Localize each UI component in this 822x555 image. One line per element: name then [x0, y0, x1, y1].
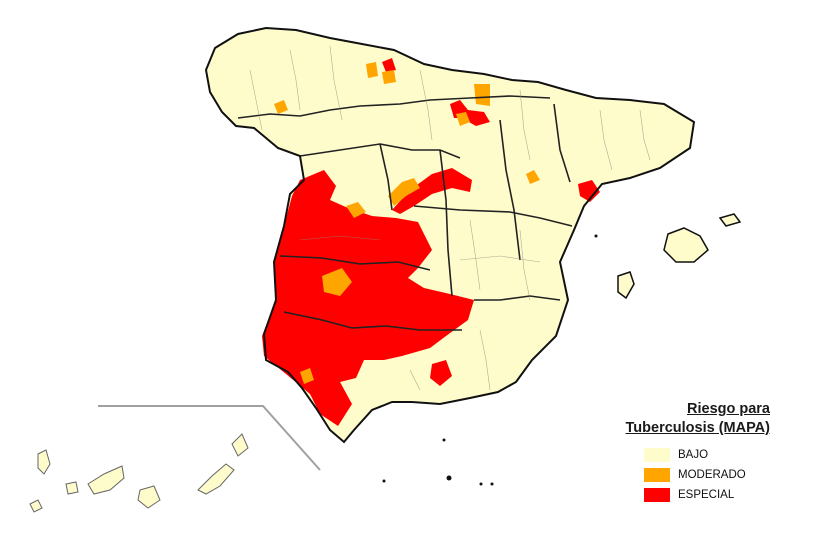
moderate-risk-extremadura: [322, 268, 352, 296]
moderate-risk-asturias: [366, 62, 378, 78]
legend-item-especial: ESPECIAL: [644, 485, 782, 505]
legend-item-moderado: MODERADO: [644, 465, 782, 485]
district-borders: [249, 45, 651, 391]
legend-item-bajo: BAJO: [644, 445, 782, 465]
island-tenerife: [87, 465, 125, 495]
mallorca: [664, 228, 708, 262]
legend-swatch-moderado: [644, 468, 670, 482]
legend-label-especial: ESPECIAL: [678, 489, 735, 501]
special-risk-navarra: [450, 100, 490, 126]
moderate-risk-aragon: [526, 170, 540, 184]
region-borders: [237, 95, 573, 331]
legend-title: Riesgo para Tuberculosis (MAPA): [612, 400, 782, 438]
island-outlines: [617, 213, 742, 300]
special-risk-southwest: [262, 170, 474, 426]
moderate-risk-castilla: [388, 178, 420, 206]
island-la-palma: [37, 449, 51, 475]
island-el-hierro: [29, 499, 43, 513]
moderate-risk-rioja: [474, 84, 490, 106]
island-gran-canaria: [137, 485, 161, 509]
mainland-outline: [204, 26, 696, 444]
moderate-risk-toledo: [346, 202, 366, 218]
special-risk-cantabria: [382, 58, 396, 72]
legend-swatch-bajo: [644, 448, 670, 462]
island-la-gomera: [65, 481, 79, 495]
legend-items: BAJO MODERADO ESPECIAL: [612, 445, 782, 505]
island-lanzarote: [231, 433, 249, 457]
mainland-spain: [206, 28, 694, 442]
moderate-risk-cadiz: [300, 368, 314, 384]
legend-swatch-especial: [644, 488, 670, 502]
moderate-risk-leon: [274, 100, 288, 114]
ibiza: [618, 272, 634, 298]
legend-title-line2: Tuberculosis (MAPA): [625, 420, 770, 436]
canary-inset-separator: [98, 405, 321, 471]
special-risk-almeria: [430, 360, 452, 386]
moderate-risk-palencia: [382, 70, 396, 84]
island-fuerteventura: [197, 463, 235, 495]
legend-title-line1: Riesgo para: [687, 401, 770, 417]
canary-islands: [29, 433, 249, 513]
moderate-risk-burgos: [456, 112, 470, 126]
legend-label-moderado: MODERADO: [678, 469, 746, 481]
special-risk-catalonia: [578, 180, 600, 202]
legend-label-bajo: BAJO: [678, 449, 709, 461]
small-islets: [382, 234, 598, 486]
special-risk-central: [392, 168, 472, 214]
legend: Riesgo para Tuberculosis (MAPA) BAJO MOD…: [612, 400, 782, 505]
